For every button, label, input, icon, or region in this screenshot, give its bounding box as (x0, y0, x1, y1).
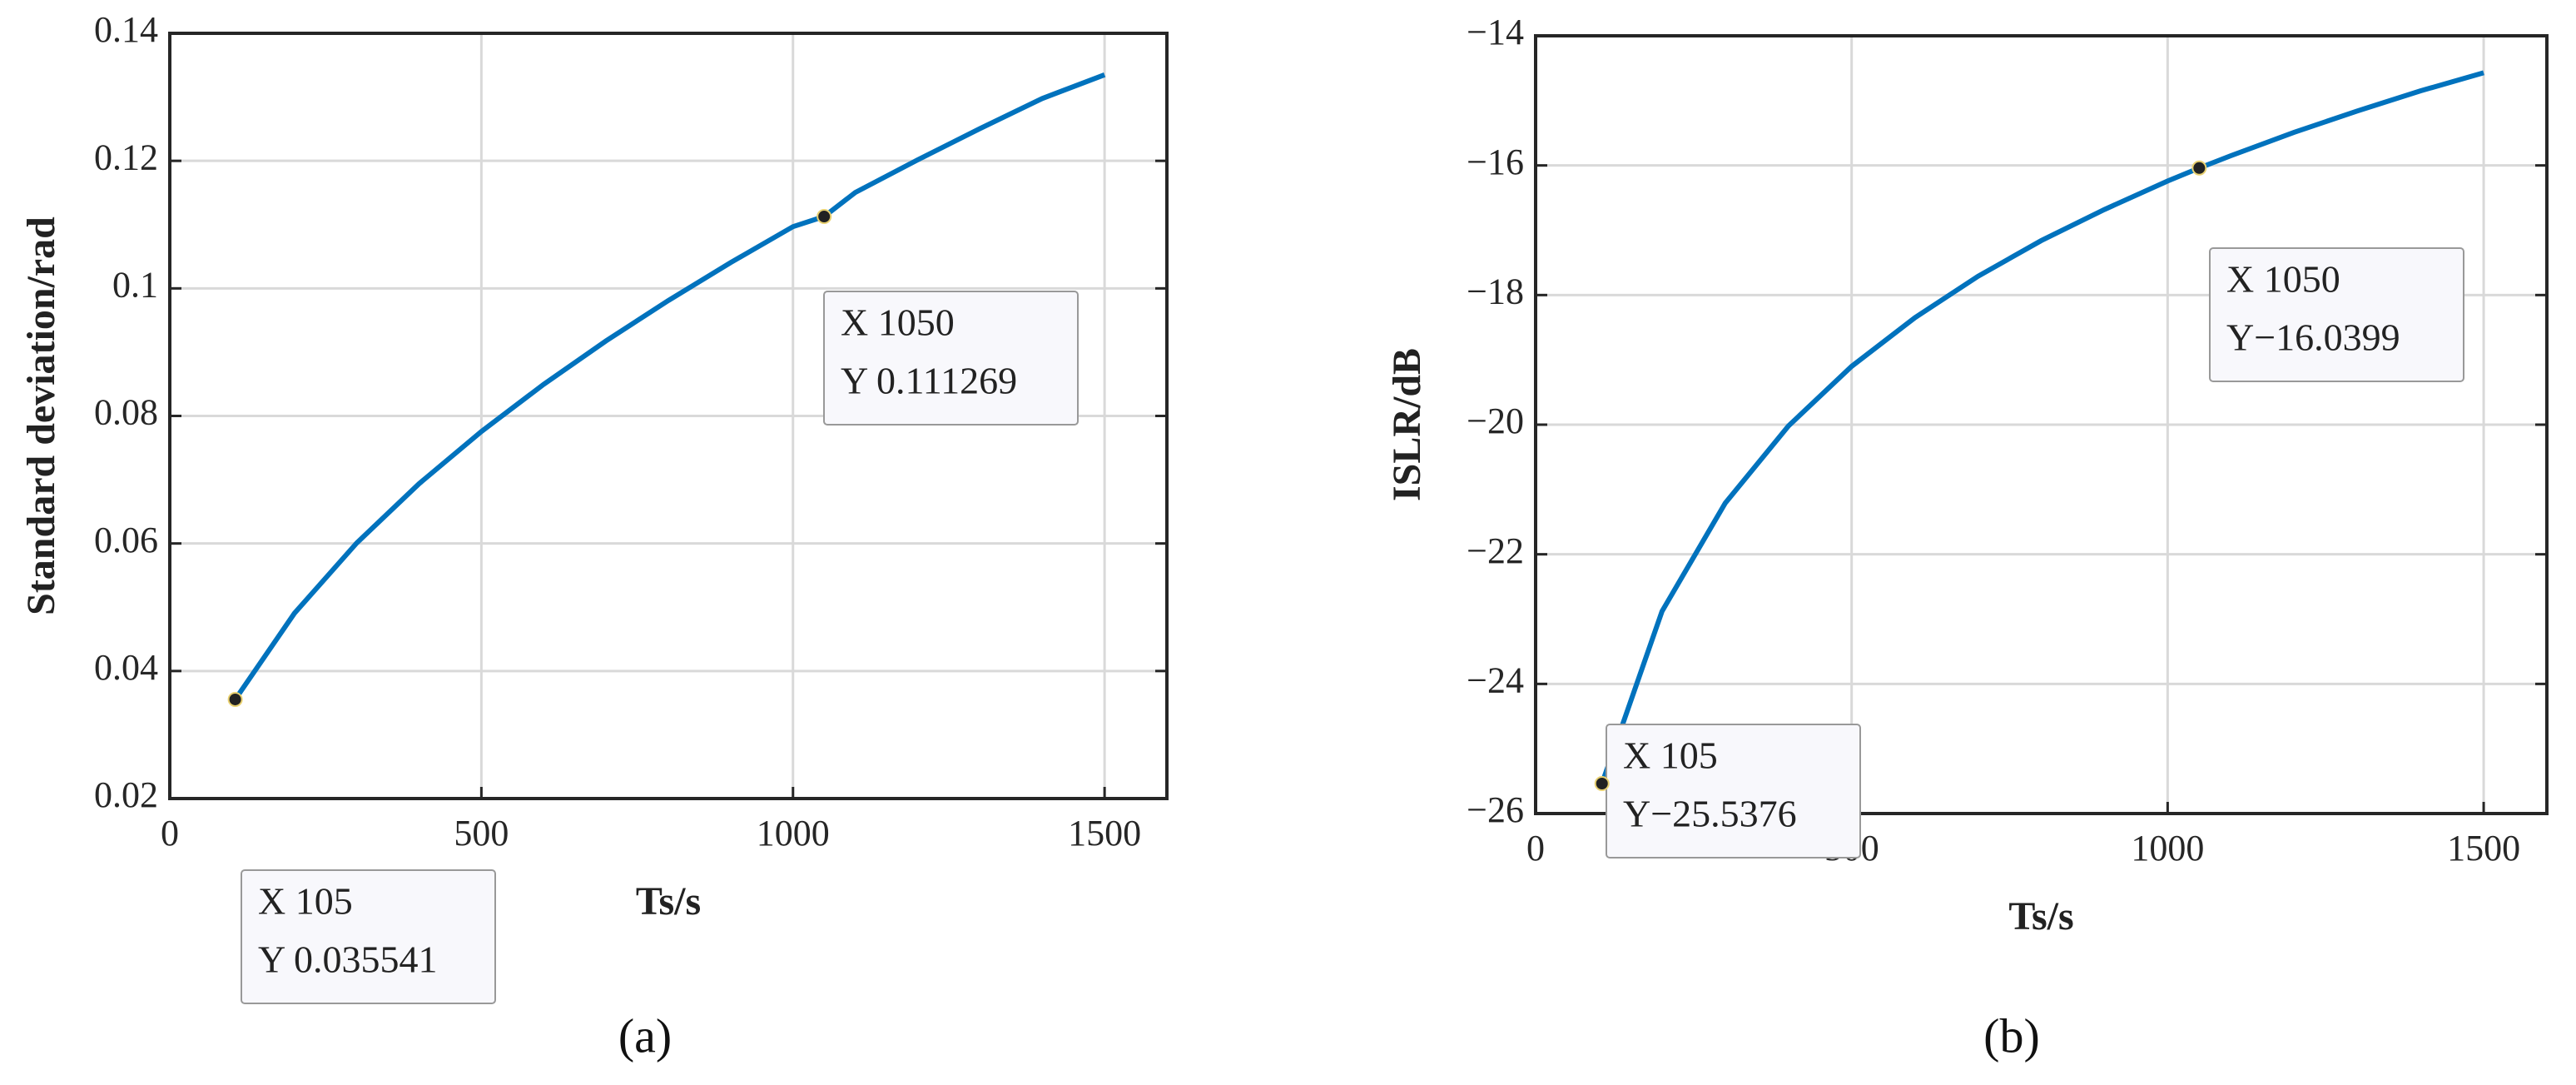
x-tick-label: 1500 (1068, 813, 1141, 854)
x-axis-label: Ts/s (2008, 894, 2073, 938)
data-line (233, 72, 1106, 701)
y-tick-label: −26 (1467, 789, 1524, 830)
y-tick-label: 0.14 (94, 9, 158, 50)
datatip-x: X 105 (1623, 734, 1718, 777)
x-tick-label: 0 (161, 813, 179, 854)
caption: (b) (1983, 1008, 2040, 1063)
y-tick-label: 0.08 (94, 392, 158, 433)
datatip-y: Y−16.0399 (2226, 316, 2400, 359)
y-axis-label: Standard deviation/rad (19, 217, 63, 615)
datatip-x: X 1050 (2226, 258, 2340, 301)
y-tick-label: 0.06 (94, 520, 158, 560)
y-tick-label: −20 (1467, 401, 1524, 441)
datatip-marker (816, 209, 832, 225)
datatip-y: Y 0.111269 (841, 360, 1017, 402)
y-tick-label: −16 (1467, 142, 1524, 182)
x-tick-label: 500 (454, 813, 509, 854)
datatip-box (2209, 247, 2464, 382)
y-tick-label: −24 (1467, 659, 1524, 700)
datatip-marker (2191, 160, 2207, 176)
datatip-box (1606, 724, 1861, 859)
x-axis-label: Ts/s (636, 879, 701, 923)
datatip-marker (1594, 776, 1610, 792)
plot-frame (168, 32, 1169, 800)
y-tick-label: −18 (1467, 271, 1524, 311)
datatip-x: X 105 (258, 880, 353, 923)
y-tick-label: 0.04 (94, 647, 158, 688)
x-tick-label: 1000 (2131, 828, 2204, 868)
datatip-marker (227, 691, 243, 707)
x-tick-label: 1500 (2447, 828, 2520, 868)
datatip-y: Y−25.5376 (1623, 793, 1797, 835)
y-tick-label: −14 (1467, 12, 1524, 52)
datatip-box (823, 291, 1079, 426)
datatip-y: Y 0.035541 (258, 938, 438, 981)
x-tick-label: 1000 (757, 813, 830, 854)
y-axis-label: ISLR/dB (1385, 348, 1429, 501)
x-tick-label: 0 (1526, 828, 1545, 868)
data-line (1599, 70, 2484, 784)
datatip-x: X 1050 (841, 301, 955, 344)
plot-frame (1534, 34, 2549, 815)
y-tick-label: −22 (1467, 530, 1524, 571)
y-tick-label: 0.1 (112, 264, 158, 305)
datatip-box (241, 869, 496, 1004)
caption: (a) (618, 1008, 672, 1063)
y-tick-label: 0.12 (94, 137, 158, 177)
y-tick-label: 0.02 (94, 774, 158, 815)
